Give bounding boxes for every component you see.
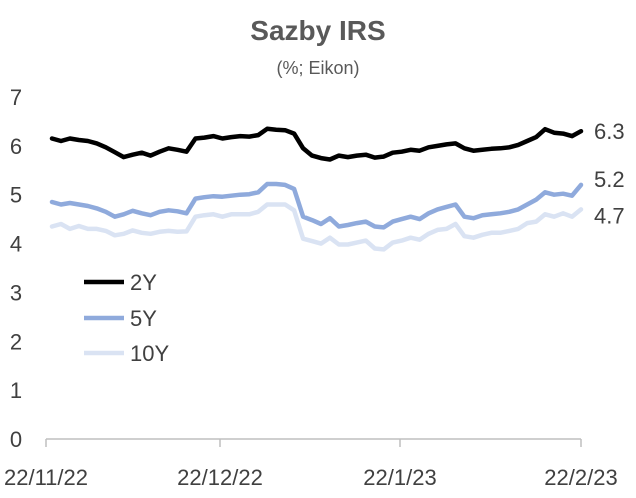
y-tick-label: 4 [10, 232, 22, 257]
y-tick-label: 6 [10, 134, 22, 159]
end-label-2y: 6.3 [594, 119, 625, 144]
end-label-10y: 4.7 [594, 203, 625, 228]
x-tick-label: 22/2/23 [544, 465, 617, 490]
x-tick-label: 22/12/22 [177, 465, 263, 490]
legend-label-10y: 10Y [130, 341, 169, 366]
x-tick-label: 22/11/22 [4, 465, 88, 490]
y-tick-label: 3 [10, 280, 22, 305]
y-tick-label: 7 [10, 85, 22, 110]
y-tick-label: 0 [10, 427, 22, 452]
series-line-10y [49, 202, 584, 252]
legend-label-2y: 2Y [130, 270, 157, 295]
x-axis: 22/11/22 22/12/22 22/1/23 22/2/23 [4, 438, 618, 490]
y-tick-label: 5 [10, 183, 22, 208]
chart-title: Sazby IRS [250, 15, 385, 46]
series-end-labels: 6.3 5.2 4.7 [594, 119, 625, 228]
chart-subtitle: (%; Eikon) [276, 58, 359, 78]
x-tick-label: 22/1/23 [363, 465, 436, 490]
end-label-5y: 5.2 [594, 167, 625, 192]
series-lines [49, 126, 584, 252]
series-line-2y [49, 126, 584, 162]
y-axis-ticks: 0 1 2 3 4 5 6 7 [10, 85, 22, 452]
legend: 2Y 5Y 10Y [84, 270, 169, 366]
y-tick-label: 2 [10, 329, 22, 354]
legend-label-5y: 5Y [130, 306, 157, 331]
series-line-5y [49, 181, 584, 230]
y-tick-label: 1 [10, 378, 22, 403]
